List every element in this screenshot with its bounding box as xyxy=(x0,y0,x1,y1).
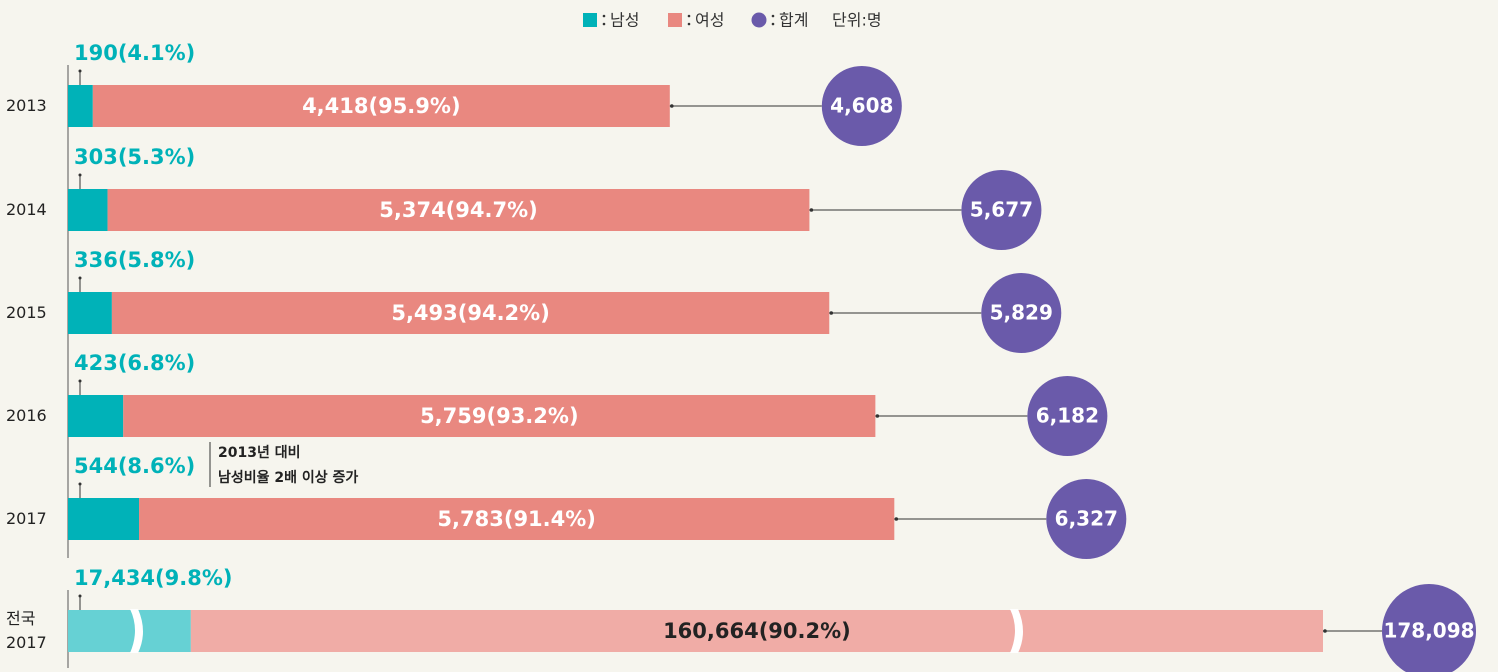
total-leader-dot xyxy=(829,311,834,315)
legend-colon xyxy=(602,22,606,26)
total-label: 5,829 xyxy=(990,301,1053,325)
bar-female xyxy=(139,498,895,540)
legend-colon xyxy=(687,14,691,18)
annotation: 2013년 대비 xyxy=(218,445,300,461)
bar-female xyxy=(123,395,876,437)
legend-swatch xyxy=(751,12,767,28)
male-leader-dot xyxy=(78,173,82,177)
male-label: 544(8.6%) xyxy=(74,454,195,478)
bar-male xyxy=(68,498,140,540)
bar-male xyxy=(68,85,93,127)
female-label: 5,759(93.2%) xyxy=(420,404,578,428)
total-label: 5,677 xyxy=(970,198,1033,222)
total-label: 6,327 xyxy=(1055,507,1118,531)
bar-female xyxy=(107,189,810,231)
female-label: 4,418(95.9%) xyxy=(302,94,460,118)
legend-colon xyxy=(771,14,775,18)
legend-colon xyxy=(602,14,606,18)
bar-male xyxy=(68,292,112,334)
bar-female xyxy=(92,85,670,127)
male-label: 17,434(9.8%) xyxy=(74,566,232,590)
male-label: 336(5.8%) xyxy=(74,248,195,272)
bar-male xyxy=(68,610,191,652)
total-circle xyxy=(1027,376,1108,456)
y-tick-label: 2015 xyxy=(6,303,47,322)
total-label: 178,098 xyxy=(1383,619,1474,643)
male-leader-dot xyxy=(78,69,82,73)
total-label: 6,182 xyxy=(1036,404,1099,428)
legend-label: 남성 xyxy=(610,11,639,30)
total-label: 4,608 xyxy=(830,94,893,118)
total-leader-dot xyxy=(809,208,814,212)
total-leader-dot xyxy=(875,414,880,418)
annotation: 남성비율 2배 이상 증가 xyxy=(218,469,358,486)
male-leader-dot xyxy=(78,594,82,598)
total-leader-dot xyxy=(670,104,674,108)
bar-break xyxy=(1010,609,1023,653)
unit-label: 단위:명 xyxy=(832,11,882,30)
total-circle xyxy=(1382,584,1476,672)
female-label: 160,664(90.2%) xyxy=(663,619,851,643)
female-label: 5,493(94.2%) xyxy=(391,301,549,325)
male-leader-dot xyxy=(78,482,82,486)
y-tick-label: 2017 xyxy=(6,509,47,528)
legend-colon xyxy=(771,22,775,26)
legend-colon xyxy=(687,22,691,26)
legend-swatch xyxy=(668,13,682,27)
male-label: 190(4.1%) xyxy=(74,41,195,65)
total-circle xyxy=(961,170,1042,250)
y-tick-label: 2016 xyxy=(6,406,47,425)
y-tick-label: 2014 xyxy=(6,200,47,219)
legend-swatch xyxy=(583,13,597,27)
y-tick-label: 2013 xyxy=(6,96,47,115)
male-leader-dot xyxy=(78,276,82,280)
male-label: 423(6.8%) xyxy=(74,351,195,375)
total-leader-dot xyxy=(1323,629,1327,633)
bar-female xyxy=(190,610,1324,652)
legend-label: 합계 xyxy=(779,11,808,30)
male-label: 303(5.3%) xyxy=(74,145,195,169)
bar-male xyxy=(68,189,108,231)
y-tick-label: 전국 2017 xyxy=(6,609,47,652)
legend-label: 여성 xyxy=(695,11,724,30)
bar-break xyxy=(130,609,143,653)
female-label: 5,783(91.4%) xyxy=(437,507,595,531)
bar-male xyxy=(68,395,124,437)
total-leader-dot xyxy=(894,517,899,521)
total-circle xyxy=(1046,479,1127,559)
total-circle xyxy=(981,273,1062,353)
female-label: 5,374(94.7%) xyxy=(379,198,537,222)
male-leader-dot xyxy=(78,379,82,383)
total-circle xyxy=(821,66,902,146)
bar-female xyxy=(111,292,830,334)
